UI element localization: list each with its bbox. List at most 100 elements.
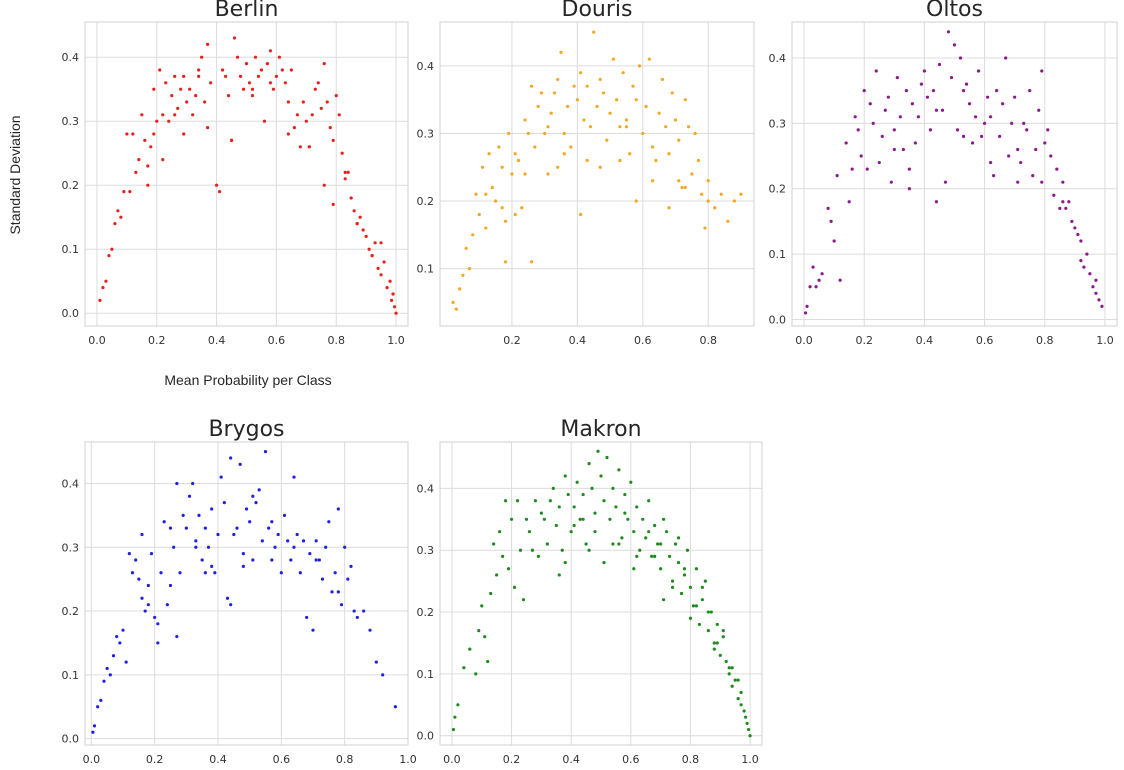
point-berlin-79 — [337, 113, 341, 117]
point-brygos-43 — [225, 596, 230, 600]
point-makron-87 — [718, 653, 722, 657]
point-douris-68 — [673, 118, 678, 122]
point-oltos-85 — [1064, 206, 1068, 210]
point-brygos-19 — [149, 552, 154, 556]
point-makron-102 — [587, 548, 591, 552]
point-berlin-37 — [209, 81, 213, 85]
panel-makron: Makron 0.0 0.2 0.4 0.6 0.8 1.0 0.0 0.1 0.2 0.3 0.4 — [417, 417, 763, 766]
point-brygos-12 — [127, 552, 131, 556]
point-oltos-48 — [952, 43, 957, 47]
x-tick-label-makron-1: 0.2 — [503, 753, 521, 766]
point-berlin-53 — [259, 68, 264, 72]
point-douris-103 — [706, 199, 710, 203]
panel-title-makron: Makron — [560, 417, 641, 442]
point-berlin-35 — [203, 100, 207, 104]
x-tick-label-brygos-2: 0.4 — [209, 753, 227, 766]
point-berlin-75 — [325, 100, 329, 104]
point-brygos-41 — [219, 475, 223, 479]
point-oltos-26 — [886, 95, 890, 99]
point-berlin-118 — [389, 298, 394, 302]
point-makron-79 — [694, 567, 699, 571]
point-berlin-6 — [116, 209, 120, 213]
plot-frame-brygos — [84, 441, 409, 746]
point-douris-3 — [461, 273, 465, 277]
x-tick-label-berlin-3: 0.6 — [268, 334, 286, 347]
point-makron-41 — [581, 492, 585, 497]
point-brygos-92 — [175, 634, 179, 639]
point-berlin-93 — [379, 273, 383, 277]
point-berlin-10 — [128, 190, 132, 194]
point-brygos-33 — [194, 539, 198, 543]
point-makron-1 — [453, 715, 457, 719]
point-brygos-37 — [206, 545, 211, 549]
point-douris-36 — [569, 145, 573, 149]
point-oltos-83 — [1058, 206, 1062, 210]
point-douris-4 — [464, 246, 468, 250]
point-oltos-22 — [874, 69, 878, 73]
point-douris-57 — [637, 64, 642, 68]
point-brygos-60 — [279, 571, 283, 575]
point-oltos-65 — [1004, 56, 1008, 60]
point-berlin-62 — [286, 100, 290, 104]
point-brygos-30 — [184, 526, 188, 530]
point-makron-78 — [691, 604, 696, 608]
point-brygos-45 — [232, 532, 236, 537]
point-oltos-69 — [1016, 180, 1020, 184]
point-berlin-113 — [331, 202, 335, 206]
point-oltos-58 — [982, 121, 987, 125]
point-makron-55 — [623, 492, 627, 497]
point-makron-58 — [632, 530, 636, 534]
point-berlin-2 — [104, 279, 108, 283]
point-berlin-58 — [274, 74, 279, 78]
point-brygos-5 — [105, 666, 109, 671]
point-brygos-17 — [143, 609, 147, 613]
point-douris-69 — [677, 138, 681, 142]
point-makron-113 — [739, 690, 743, 695]
point-douris-49 — [611, 57, 615, 61]
point-berlin-67 — [301, 100, 305, 104]
point-douris-16 — [503, 260, 508, 264]
point-brygos-40 — [216, 532, 220, 537]
point-douris-39 — [579, 71, 583, 75]
point-douris-29 — [546, 125, 550, 129]
point-brygos-89 — [393, 705, 397, 709]
x-tick-label-makron-4: 0.8 — [682, 753, 700, 766]
plot-frame-berlin — [84, 21, 409, 327]
point-douris-41 — [585, 84, 589, 88]
point-makron-74 — [679, 591, 684, 596]
point-oltos-67 — [1010, 121, 1014, 125]
point-makron-32 — [554, 523, 558, 528]
point-douris-23 — [526, 131, 530, 136]
point-brygos-7 — [111, 654, 116, 658]
y-tick-label-douris-0: 0.1 — [417, 263, 435, 276]
point-makron-7 — [480, 604, 484, 608]
point-berlin-96 — [388, 279, 392, 283]
point-berlin-46 — [238, 74, 243, 78]
point-oltos-73 — [1028, 89, 1032, 93]
point-brygos-51 — [251, 494, 255, 498]
point-berlin-81 — [343, 177, 347, 181]
x-tick-label-berlin-1: 0.2 — [148, 334, 166, 347]
point-berlin-104 — [182, 132, 186, 136]
point-brygos-84 — [355, 615, 359, 620]
point-brygos-38 — [210, 507, 214, 511]
point-douris-43 — [592, 30, 596, 34]
point-brygos-68 — [305, 615, 309, 620]
point-brygos-11 — [124, 660, 128, 664]
point-brygos-61 — [282, 513, 287, 517]
point-makron-93 — [736, 697, 740, 701]
point-douris-64 — [660, 77, 665, 82]
point-makron-26 — [536, 554, 540, 558]
point-oltos-63 — [998, 134, 1002, 139]
point-berlin-70 — [310, 113, 314, 117]
point-makron-25 — [533, 499, 538, 503]
point-oltos-3 — [811, 265, 815, 269]
point-berlin-106 — [206, 126, 210, 130]
y-tick-label-berlin-4: 0.4 — [62, 51, 80, 64]
point-makron-98 — [746, 727, 751, 732]
point-brygos-103 — [203, 571, 207, 575]
point-brygos-39 — [213, 571, 217, 575]
point-berlin-14 — [140, 113, 144, 117]
point-berlin-101 — [152, 132, 156, 136]
point-berlin-44 — [232, 36, 237, 40]
